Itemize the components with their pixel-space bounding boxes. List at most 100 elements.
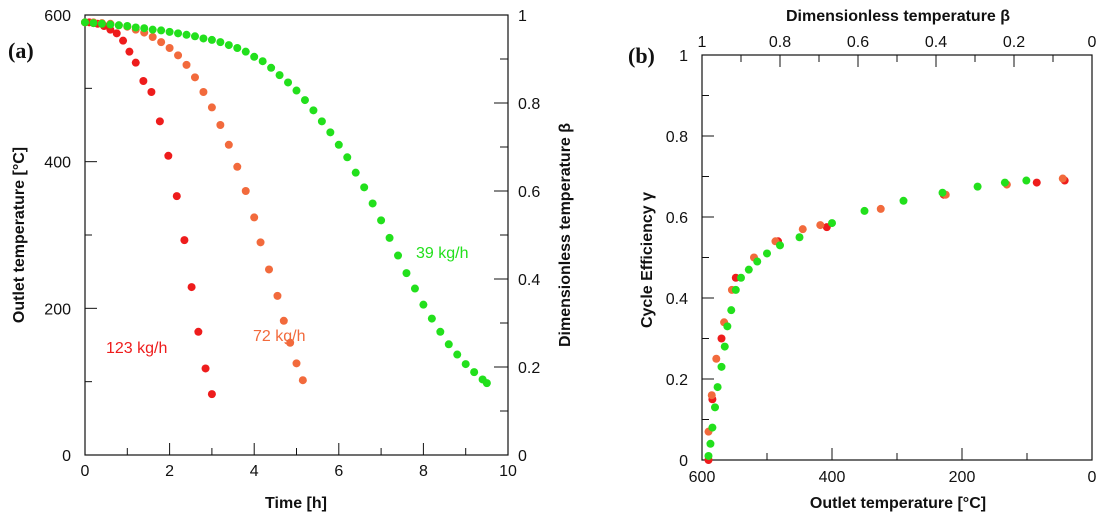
data-point [351, 168, 360, 177]
data-point [201, 364, 210, 373]
data-point [368, 199, 377, 208]
data-point [131, 23, 140, 32]
data-point [737, 273, 745, 282]
data-point [731, 285, 740, 294]
data-point [1032, 178, 1041, 187]
y2-tick-label: 0.6 [518, 184, 540, 201]
data-point [286, 338, 295, 347]
data-point [164, 151, 173, 160]
data-point [300, 96, 309, 105]
data-point [470, 368, 479, 377]
data-point [708, 423, 717, 432]
data-point [461, 360, 470, 369]
data-point [317, 117, 326, 126]
data-point [89, 19, 98, 28]
data-point [148, 33, 157, 41]
x2-tick-label: 0.4 [925, 34, 947, 51]
data-point [123, 22, 132, 30]
data-point [207, 35, 216, 44]
y2-tick-label: 0.4 [518, 272, 540, 289]
data-point [402, 269, 411, 278]
y2-tick-label: 0.8 [518, 96, 540, 113]
y-tick-label: 0 [679, 453, 688, 470]
panel-a-y2label: Dimensionless temperature β [557, 123, 574, 347]
data-point [292, 359, 301, 368]
y-tick-label: 600 [44, 8, 71, 25]
data-point [114, 21, 123, 30]
data-point [482, 379, 491, 388]
x-tick-label: 0 [81, 463, 90, 480]
x2-tick-label: 1 [698, 34, 707, 51]
data-point [250, 52, 259, 61]
data-point [795, 233, 804, 242]
data-point [182, 30, 191, 39]
data-point [828, 219, 836, 228]
data-point [190, 32, 199, 41]
data-point [1000, 178, 1009, 187]
data-point [119, 36, 128, 45]
data-point [427, 314, 436, 323]
data-point [131, 58, 140, 67]
data-point [377, 216, 386, 225]
data-point [753, 257, 762, 266]
panel-b-letter: (b) [628, 43, 655, 68]
data-point [298, 376, 307, 385]
data-point [436, 327, 445, 336]
data-point [292, 86, 301, 95]
data-point [207, 390, 216, 399]
x-tick-label: 4 [250, 463, 259, 480]
data-point [707, 391, 716, 400]
panel-a-letter: (a) [8, 38, 34, 63]
data-point [334, 140, 343, 149]
data-point [258, 57, 267, 66]
data-point [256, 238, 265, 247]
data-point [419, 300, 428, 309]
panel-b-frame [701, 54, 1093, 461]
data-point [182, 60, 191, 69]
data-point [224, 140, 233, 149]
data-point [453, 350, 462, 359]
panel-b-ticks: 600 400 200 0 1 0.8 0.6 0.4 0.2 0 0 0.2 0.4 0.6 0.8 1 [666, 34, 1097, 486]
y-tick-label: 1 [679, 48, 688, 65]
data-point [899, 196, 908, 205]
x2-tick-label: 0.2 [1003, 34, 1025, 51]
x2-tick-label: 0.8 [769, 34, 791, 51]
data-point [174, 51, 183, 60]
data-point [207, 103, 216, 112]
data-point [265, 265, 274, 274]
data-point [385, 233, 394, 242]
panel-a-points [81, 18, 491, 399]
data-point [713, 383, 722, 392]
data-point [199, 88, 208, 96]
data-point [112, 29, 121, 38]
x2-tick-label: 0 [1088, 34, 1097, 51]
y-tick-label: 0.4 [666, 291, 688, 308]
panel-b-x2label: Dimensionless temperature β [786, 8, 1010, 25]
data-point [241, 47, 250, 56]
panel-a-xlabel: Time [h] [265, 495, 327, 512]
data-point [165, 44, 174, 52]
panel-a-ylabel: Outlet temperature [°C] [11, 147, 28, 323]
y-tick-label: 0.8 [666, 129, 688, 146]
data-point [267, 63, 276, 72]
data-point [706, 439, 715, 448]
data-point [224, 41, 233, 50]
panel-b-ylabel: Cycle Efficiency γ [639, 192, 656, 328]
data-point [194, 327, 203, 336]
data-point [106, 20, 115, 29]
data-point [360, 183, 369, 192]
data-point [1022, 176, 1031, 185]
y2-tick-label: 0 [518, 448, 527, 465]
y-tick-label: 0.2 [666, 372, 688, 389]
x-tick-label: 8 [419, 463, 428, 480]
data-point [125, 47, 134, 56]
x-tick-label: 200 [949, 469, 976, 486]
data-point [199, 34, 208, 43]
data-point [712, 354, 721, 363]
data-point [876, 204, 885, 213]
data-point [727, 306, 736, 315]
data-point [216, 121, 225, 129]
